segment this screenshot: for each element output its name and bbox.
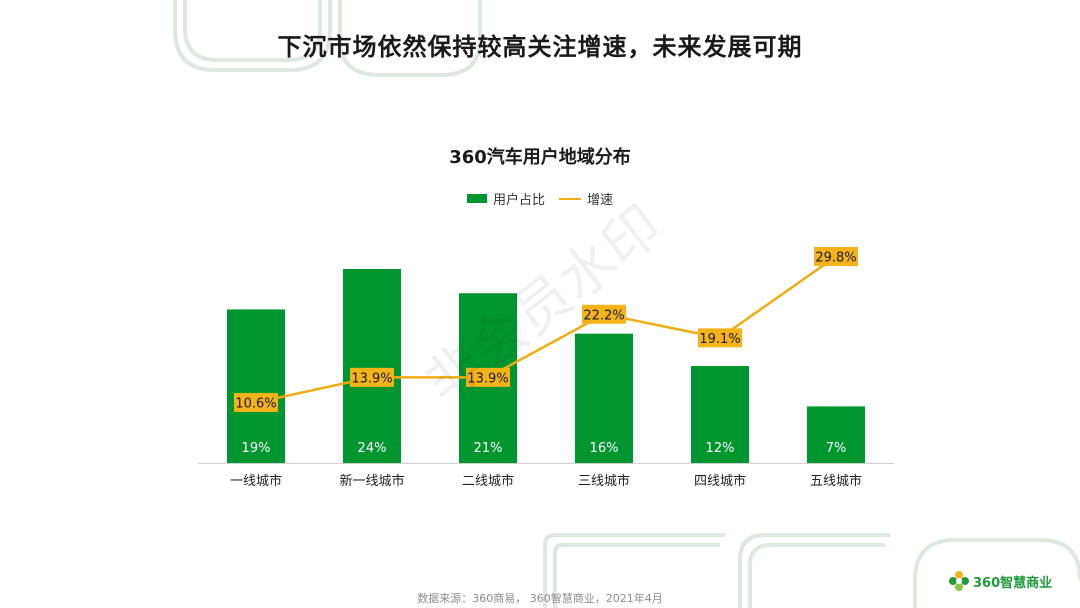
growth-value-label: 19.1% bbox=[699, 332, 740, 347]
watermark: 非会员水印 bbox=[413, 194, 674, 418]
deco-stroke bbox=[748, 543, 885, 608]
growth-label-box bbox=[698, 328, 742, 348]
category-label: 五线城市 bbox=[810, 473, 862, 489]
growth-label-box bbox=[582, 304, 626, 324]
deco-stroke bbox=[543, 533, 725, 608]
bar bbox=[691, 366, 749, 463]
deco-stroke bbox=[173, 0, 332, 72]
growth-value-label: 10.6% bbox=[235, 396, 276, 411]
growth-value-label: 22.2% bbox=[583, 308, 624, 323]
deco-stroke bbox=[553, 543, 720, 608]
brand-name: 360智慧商业 bbox=[973, 575, 1053, 591]
chart-title: 360汽车用户地域分布 bbox=[449, 147, 631, 168]
page-title: 下沉市场依然保持较高关注增速，未来发展可期 bbox=[277, 33, 803, 61]
legend-label-growth: 增速 bbox=[587, 193, 614, 208]
legend-swatch-bar bbox=[466, 194, 487, 203]
growth-value-label: 13.9% bbox=[351, 371, 392, 386]
bar-value-label: 19% bbox=[242, 441, 271, 456]
bar bbox=[343, 269, 401, 463]
category-label: 新一线城市 bbox=[339, 473, 404, 489]
growth-value-label: 29.8% bbox=[815, 251, 856, 266]
category-label: 一线城市 bbox=[230, 473, 282, 489]
growth-label-box bbox=[466, 367, 510, 387]
brand-logo: 360智慧商业 bbox=[948, 570, 1052, 592]
source-note: 数据来源：360商易， 360智慧商业，2021年4月 bbox=[417, 592, 663, 605]
growth-label-box bbox=[350, 367, 394, 387]
deco-stroke bbox=[338, 0, 482, 77]
bar bbox=[575, 333, 633, 463]
bar-value-label: 21% bbox=[474, 441, 503, 456]
bar bbox=[807, 406, 865, 463]
legend-item-growth: 增速 bbox=[559, 189, 613, 208]
deco-stroke bbox=[913, 538, 1080, 608]
bar-value-label: 24% bbox=[358, 441, 387, 456]
legend-label-share: 用户占比 bbox=[492, 193, 545, 208]
deco-stroke bbox=[183, 0, 322, 62]
growth-value-label: 13.9% bbox=[467, 371, 508, 386]
deco-stroke bbox=[738, 533, 890, 608]
bar-value-label: 7% bbox=[826, 441, 847, 456]
chart-legend: 用户占比 增速 bbox=[0, 189, 1080, 208]
bar-value-label: 16% bbox=[590, 441, 619, 456]
category-label: 四线城市 bbox=[694, 473, 746, 489]
category-label: 三线城市 bbox=[578, 473, 630, 489]
growth-label-box bbox=[234, 392, 278, 412]
legend-item-share: 用户占比 bbox=[466, 189, 545, 208]
bar-value-label: 12% bbox=[706, 441, 735, 456]
legend-swatch-line bbox=[559, 197, 581, 200]
category-label: 二线城市 bbox=[462, 473, 514, 489]
bar bbox=[227, 309, 285, 463]
growth-label-box bbox=[814, 247, 858, 267]
brand-flower-icon bbox=[949, 571, 969, 591]
